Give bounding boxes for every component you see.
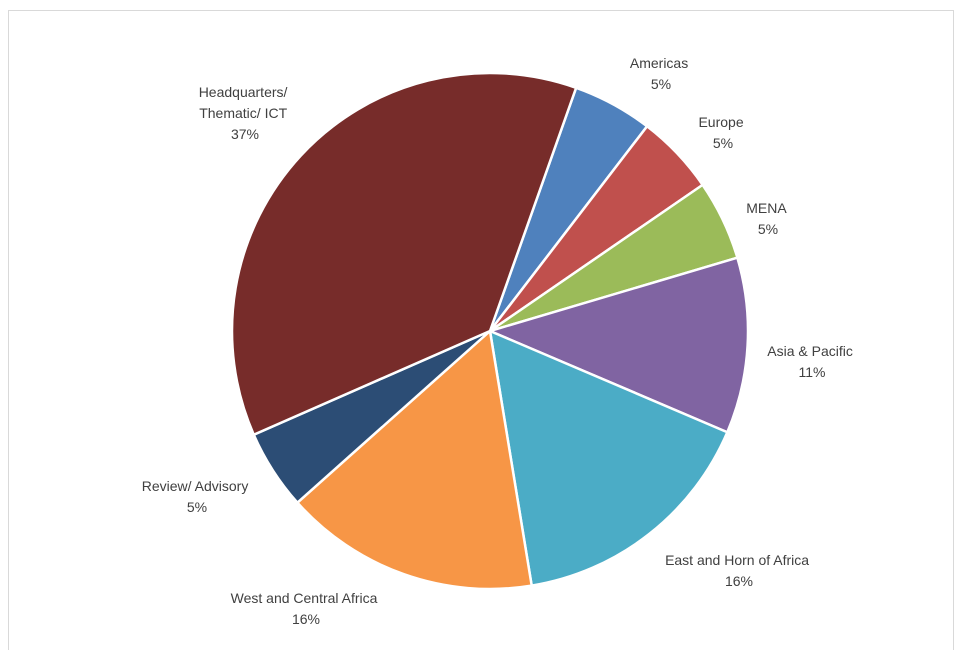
label-west-central-africa: West and Central Africa 16% xyxy=(231,590,382,627)
label-asia-pacific: Asia & Pacific 11% xyxy=(767,343,856,380)
pie-slices xyxy=(230,71,750,591)
label-east-horn-africa: East and Horn of Africa 16% xyxy=(665,552,813,589)
label-americas: Americas 5% xyxy=(630,55,692,92)
label-mena: MENA 5% xyxy=(746,200,790,237)
data-labels: Americas 5% Europe 5% MENA 5% Asia & Pac… xyxy=(142,55,856,627)
slice-asia-pacific xyxy=(488,256,750,434)
label-europe: Europe 5% xyxy=(698,114,747,151)
label-review-advisory: Review/ Advisory 5% xyxy=(142,478,252,515)
slice-east-horn-africa xyxy=(488,329,729,587)
label-headquarters: Headquarters/ Thematic/ ICT 37% xyxy=(199,84,292,142)
slice-headquarters xyxy=(230,71,578,436)
slice-west-central-africa xyxy=(296,329,533,591)
